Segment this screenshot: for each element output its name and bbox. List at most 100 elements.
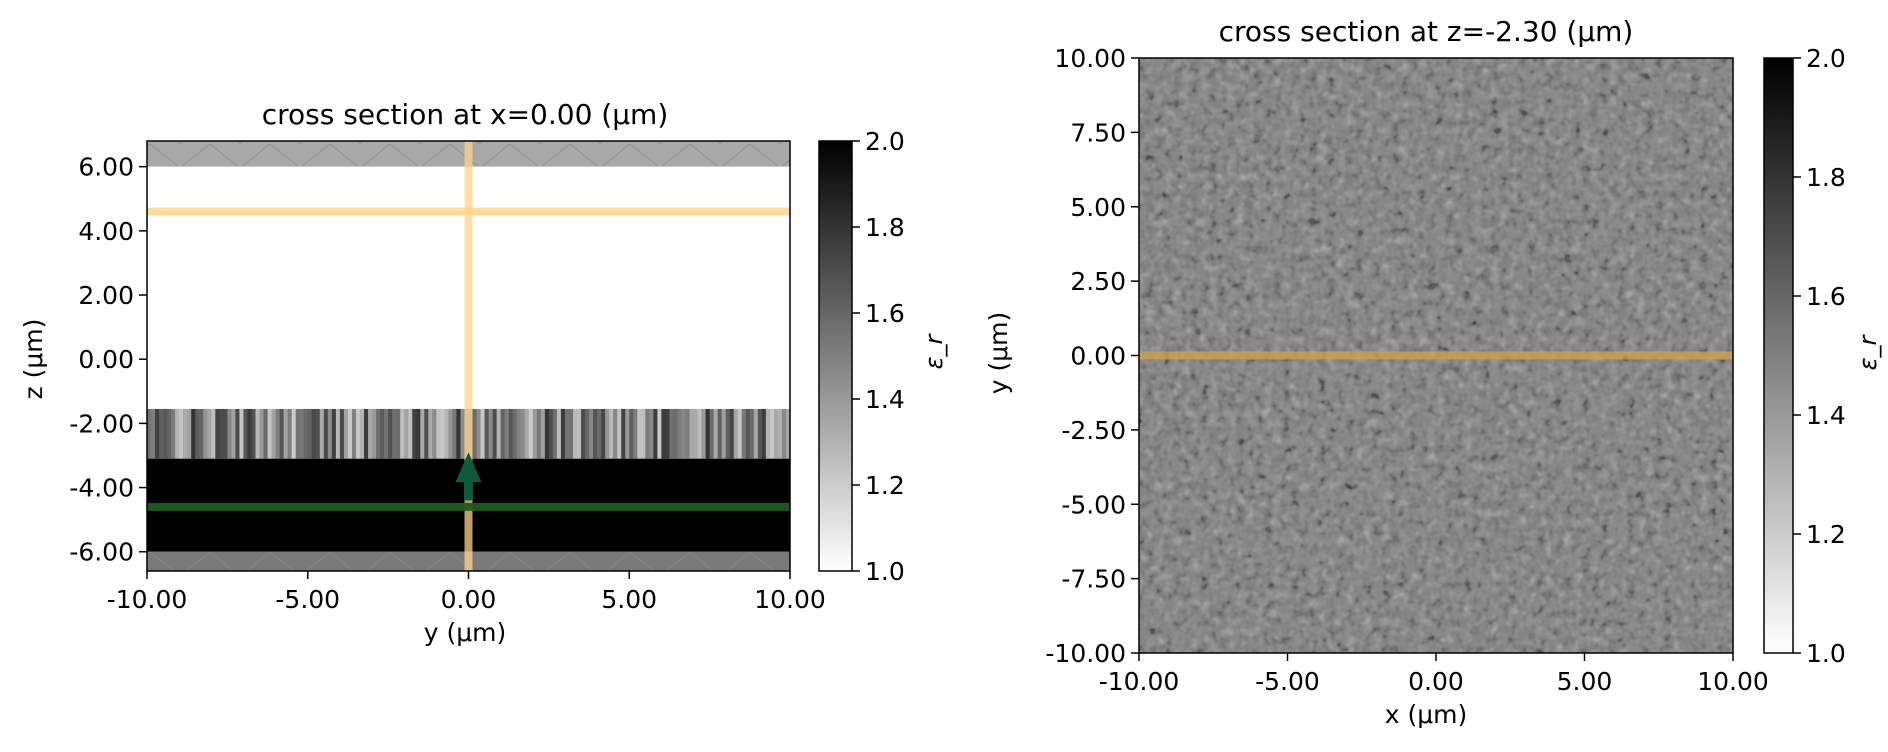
random-layer-stripe xyxy=(649,408,654,459)
x-tick-label: 0.00 xyxy=(441,585,497,614)
random-layer-stripe xyxy=(287,408,293,459)
random-layer-stripe xyxy=(183,408,188,459)
random-layer-stripe xyxy=(155,408,160,459)
x-axis-label: y (μm) xyxy=(424,618,507,647)
random-layer-stripe xyxy=(725,408,731,459)
random-layer-stripe xyxy=(476,408,482,459)
random-layer-stripe xyxy=(444,408,450,459)
source-arrow-head xyxy=(455,452,482,483)
random-layer-stripe xyxy=(645,408,650,459)
random-layer-stripe xyxy=(777,408,783,459)
colorbar-label: ε_r xyxy=(920,332,948,369)
random-layer-stripe xyxy=(343,408,349,459)
plot-area xyxy=(146,140,791,572)
random-layer-stripe xyxy=(637,408,642,459)
y-tick-label: 6.00 xyxy=(78,153,134,182)
random-layer-stripe xyxy=(179,408,184,459)
random-layer-stripe xyxy=(729,408,735,459)
random-layer-stripe xyxy=(681,408,687,459)
random-layer-stripe xyxy=(504,408,510,459)
random-layer-stripe xyxy=(303,408,309,459)
random-layer-stripe xyxy=(625,408,630,459)
random-layer-stripe xyxy=(673,408,679,459)
random-layer-stripe xyxy=(536,408,542,459)
random-layer-stripe xyxy=(456,408,462,459)
random-layer-stripe xyxy=(701,408,707,459)
random-layer-stripe xyxy=(520,408,526,459)
random-layer-stripe xyxy=(319,408,325,459)
random-layer-stripe xyxy=(769,408,775,459)
random-layer-stripe xyxy=(400,408,405,459)
chart-title: cross section at z=-2.30 (μm) xyxy=(1219,15,1634,48)
random-layer-stripe xyxy=(641,408,646,459)
random-layer-stripe xyxy=(460,408,466,459)
colorbar-tick-label: 1.8 xyxy=(865,213,905,242)
random-layer-stripe xyxy=(384,408,389,459)
colorbar-tick-label: 1.2 xyxy=(1806,520,1846,549)
y-tick-label: 7.50 xyxy=(1070,118,1126,147)
y-tick-label: 0.00 xyxy=(1070,342,1126,371)
random-layer-stripe xyxy=(500,408,506,459)
random-layer-stripe xyxy=(215,408,220,459)
random-layer-stripe xyxy=(556,408,562,459)
random-layer-stripe xyxy=(609,408,614,459)
random-layer-stripe xyxy=(745,408,751,459)
random-layer-stripe xyxy=(368,408,373,459)
random-layer-stripe xyxy=(163,408,168,459)
random-layer-stripe xyxy=(765,408,771,459)
random-layer-stripe xyxy=(781,408,787,459)
colorbar: 1.0 1.2 1.4 1.6 1.8 2.0 xyxy=(1763,44,1846,668)
random-layer-stripe xyxy=(657,408,662,459)
random-layer-stripe xyxy=(307,408,313,459)
y-tick-label: -6.00 xyxy=(69,538,134,567)
colorbar-tick-label: 2.0 xyxy=(1806,44,1846,73)
random-layer-stripe xyxy=(621,408,626,459)
y-tick-label: -5.00 xyxy=(1061,490,1126,519)
x-tick-label: -10.00 xyxy=(107,585,188,614)
random-layer-stripe xyxy=(187,408,192,459)
y-tick-label: 10.00 xyxy=(1054,44,1126,73)
random-layer-stripe xyxy=(705,408,711,459)
random-layer-stripe xyxy=(227,408,232,459)
random-layer-stripe xyxy=(171,408,176,459)
x-axis-ticks: -10.00 -5.00 0.00 5.00 10.00 xyxy=(107,571,826,614)
colorbar-gradient xyxy=(818,140,853,572)
y-axis-label: y (μm) xyxy=(984,312,1013,395)
random-layer-stripe xyxy=(717,408,723,459)
random-layer-stripe xyxy=(472,408,478,459)
random-layer-stripe xyxy=(448,408,454,459)
random-layer-stripe xyxy=(211,408,216,459)
random-layer-stripe xyxy=(548,408,554,459)
colorbar-tick-label: 1.2 xyxy=(865,471,905,500)
random-layer-stripe xyxy=(512,408,518,459)
random-layer-stripe xyxy=(275,408,281,459)
random-layer-stripe xyxy=(564,408,570,459)
random-layer-stripe xyxy=(388,408,393,459)
random-layer-stripe xyxy=(191,408,196,459)
cross-section-x-panel: cross section at x=0.00 (μm) -10.00 -5.00… xyxy=(19,98,948,647)
y-tick-label: 2.00 xyxy=(78,281,134,310)
random-layer-stripe xyxy=(355,408,361,459)
random-layer-stripe xyxy=(339,408,345,459)
x-tick-label: -10.00 xyxy=(1099,667,1180,696)
random-layer-stripe xyxy=(251,408,257,459)
colorbar-gradient xyxy=(1763,57,1794,654)
random-layer-stripe xyxy=(351,408,357,459)
y-tick-label: -4.00 xyxy=(69,474,134,503)
y-tick-label: 2.50 xyxy=(1070,267,1126,296)
random-layer-stripe xyxy=(207,408,212,459)
x-tick-label: 0.00 xyxy=(1408,667,1464,696)
random-layer-stripe xyxy=(452,408,458,459)
random-layer-stripe xyxy=(773,408,779,459)
colorbar-tick-label: 1.6 xyxy=(865,299,905,328)
random-layer-stripe xyxy=(424,408,429,459)
random-layer-stripe xyxy=(440,408,445,459)
colorbar-tick-label: 1.4 xyxy=(1806,401,1846,430)
x-tick-label: -5.00 xyxy=(275,585,340,614)
colorbar-tick-label: 2.0 xyxy=(865,127,905,156)
random-layer-stripe xyxy=(432,408,437,459)
random-layer-stripe xyxy=(167,408,172,459)
random-layer-stripe xyxy=(492,408,498,459)
random-layer-stripe xyxy=(392,408,397,459)
